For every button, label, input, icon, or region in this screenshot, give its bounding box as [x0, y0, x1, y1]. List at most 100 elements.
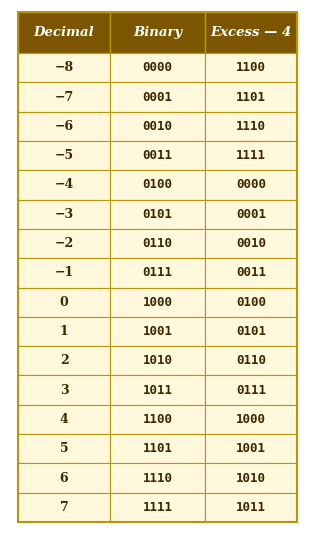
Bar — [18, 434, 110, 464]
Text: 1101: 1101 — [236, 90, 266, 104]
Text: 1010: 1010 — [142, 354, 173, 367]
Text: 1101: 1101 — [142, 442, 173, 455]
Text: 0010: 0010 — [142, 120, 173, 133]
Bar — [110, 346, 205, 375]
Text: 0000: 0000 — [142, 61, 173, 74]
Text: 0010: 0010 — [236, 237, 266, 250]
Bar — [18, 53, 110, 82]
Bar — [110, 82, 205, 112]
Bar — [110, 493, 205, 522]
Text: 0110: 0110 — [142, 237, 173, 250]
Text: 1001: 1001 — [142, 325, 173, 338]
Text: 1111: 1111 — [236, 149, 266, 162]
Bar — [110, 141, 205, 170]
Bar — [205, 405, 297, 434]
Text: 7: 7 — [60, 501, 68, 514]
Bar — [205, 375, 297, 405]
Bar — [110, 200, 205, 229]
Bar — [18, 346, 110, 375]
Bar — [18, 405, 110, 434]
Text: −7: −7 — [54, 90, 74, 104]
Bar — [18, 317, 110, 346]
Bar — [205, 170, 297, 200]
Bar — [110, 170, 205, 200]
Text: −4: −4 — [54, 178, 74, 191]
Bar — [110, 258, 205, 287]
Text: 2: 2 — [60, 354, 68, 367]
Text: 0: 0 — [60, 296, 68, 309]
Text: 4: 4 — [60, 413, 68, 426]
Text: 1: 1 — [60, 325, 68, 338]
Text: 1001: 1001 — [236, 442, 266, 455]
Bar — [18, 170, 110, 200]
Text: −5: −5 — [54, 149, 74, 162]
Text: 1111: 1111 — [142, 501, 173, 514]
Bar — [110, 112, 205, 141]
Bar — [205, 82, 297, 112]
Bar — [18, 12, 110, 53]
Text: −2: −2 — [54, 237, 74, 250]
Text: 6: 6 — [60, 472, 68, 484]
Bar — [18, 141, 110, 170]
Bar — [110, 53, 205, 82]
Text: 1011: 1011 — [142, 383, 173, 397]
Bar — [18, 493, 110, 522]
Bar — [18, 287, 110, 317]
Bar — [205, 464, 297, 493]
Bar — [18, 258, 110, 287]
Text: 0001: 0001 — [236, 208, 266, 221]
Text: −6: −6 — [54, 120, 74, 133]
Bar — [110, 375, 205, 405]
Text: 0100: 0100 — [142, 178, 173, 191]
Text: 1000: 1000 — [142, 296, 173, 309]
Bar — [205, 346, 297, 375]
Bar — [18, 200, 110, 229]
Text: 3: 3 — [60, 383, 68, 397]
Text: −8: −8 — [54, 61, 74, 74]
Text: 1100: 1100 — [236, 61, 266, 74]
Bar — [110, 287, 205, 317]
Text: Decimal: Decimal — [34, 26, 94, 39]
Bar — [110, 405, 205, 434]
Text: 0111: 0111 — [236, 383, 266, 397]
Bar — [18, 375, 110, 405]
Text: 5: 5 — [60, 442, 68, 455]
Text: 1010: 1010 — [236, 472, 266, 484]
Text: 0110: 0110 — [236, 354, 266, 367]
Bar — [205, 258, 297, 287]
Text: 1110: 1110 — [142, 472, 173, 484]
Bar — [205, 200, 297, 229]
Text: 0011: 0011 — [142, 149, 173, 162]
Bar — [205, 229, 297, 258]
Text: Excess — 4: Excess — 4 — [210, 26, 292, 39]
Bar — [110, 12, 205, 53]
Text: 1110: 1110 — [236, 120, 266, 133]
Text: 0011: 0011 — [236, 266, 266, 279]
Bar — [110, 317, 205, 346]
Bar — [205, 493, 297, 522]
Bar — [18, 12, 297, 522]
Text: 1011: 1011 — [236, 501, 266, 514]
Bar — [205, 53, 297, 82]
Text: 0100: 0100 — [236, 296, 266, 309]
Text: 0111: 0111 — [142, 266, 173, 279]
Bar — [18, 464, 110, 493]
Text: 0001: 0001 — [142, 90, 173, 104]
Bar — [205, 317, 297, 346]
Bar — [205, 112, 297, 141]
Bar — [18, 112, 110, 141]
Text: 1100: 1100 — [142, 413, 173, 426]
Bar — [18, 229, 110, 258]
Text: 1000: 1000 — [236, 413, 266, 426]
Bar — [205, 141, 297, 170]
Bar — [205, 12, 297, 53]
Bar — [205, 287, 297, 317]
Bar — [205, 434, 297, 464]
Text: 0000: 0000 — [236, 178, 266, 191]
Text: 0101: 0101 — [142, 208, 173, 221]
Text: Binary: Binary — [133, 26, 182, 39]
Text: 0101: 0101 — [236, 325, 266, 338]
Bar — [110, 229, 205, 258]
Bar — [18, 82, 110, 112]
Text: −1: −1 — [54, 266, 74, 279]
